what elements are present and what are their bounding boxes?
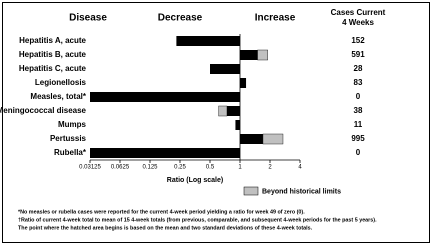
legend-swatch bbox=[243, 186, 259, 196]
bar bbox=[226, 106, 240, 116]
x-tick-label: 0.25 bbox=[174, 165, 186, 171]
x-tick-label: 0.125 bbox=[142, 165, 158, 171]
cases-value: 591 bbox=[351, 50, 365, 59]
disease-label: Rubella* bbox=[54, 148, 87, 157]
disease-label: Pertussis bbox=[50, 134, 87, 143]
disease-label: Hepatitis A, acute bbox=[19, 36, 86, 45]
decrease-header: Decrease bbox=[158, 13, 203, 24]
legend-label: Beyond historical limits bbox=[262, 188, 341, 195]
footnote: †Ratio of current 4-week total to mean o… bbox=[18, 217, 377, 223]
disease-label: Meningococcal disease bbox=[0, 106, 87, 115]
bar bbox=[240, 134, 263, 144]
disease-label: Mumps bbox=[58, 120, 87, 129]
frame bbox=[2, 2, 430, 243]
disease-label: Measles, total* bbox=[30, 92, 86, 101]
footnote: *No measles or rubella cases were report… bbox=[18, 209, 305, 215]
x-tick-label: 0.5 bbox=[206, 165, 215, 171]
bar bbox=[240, 50, 258, 60]
x-axis-label: Ratio (Log scale) bbox=[167, 177, 223, 184]
beyond-limit-segment bbox=[262, 133, 284, 145]
cases-header: 4 Weeks bbox=[342, 18, 374, 27]
bar bbox=[90, 148, 240, 158]
x-tick-label: 0.0625 bbox=[111, 165, 130, 171]
cases-value: 995 bbox=[351, 134, 365, 143]
bar bbox=[240, 78, 247, 88]
bar bbox=[176, 36, 240, 46]
beyond-limit-segment bbox=[257, 49, 268, 61]
x-tick-label: 4 bbox=[298, 165, 302, 171]
bar bbox=[90, 92, 240, 102]
cases-value: 0 bbox=[356, 92, 361, 101]
cases-value: 11 bbox=[354, 120, 363, 129]
cases-header: Cases Current bbox=[331, 8, 386, 17]
disease-header: Disease bbox=[69, 13, 107, 24]
x-tick-label: 1 bbox=[238, 165, 242, 171]
disease-label: Hepatitis C, acute bbox=[19, 64, 87, 73]
bar bbox=[235, 120, 240, 130]
bar bbox=[210, 64, 240, 74]
disease-label: Hepatitis B, acute bbox=[19, 50, 87, 59]
disease-label: Legionellosis bbox=[35, 78, 87, 87]
x-tick-label: 0.03125 bbox=[79, 165, 101, 171]
increase-header: Increase bbox=[255, 13, 296, 24]
footnote: The point where the hatched area begins … bbox=[18, 225, 313, 231]
cases-value: 83 bbox=[354, 78, 363, 87]
cases-value: 28 bbox=[354, 64, 363, 73]
cases-value: 152 bbox=[351, 36, 365, 45]
beyond-limit-segment bbox=[218, 105, 228, 117]
cases-value: 0 bbox=[356, 148, 361, 157]
cases-value: 38 bbox=[354, 106, 363, 115]
x-tick-label: 2 bbox=[268, 165, 272, 171]
